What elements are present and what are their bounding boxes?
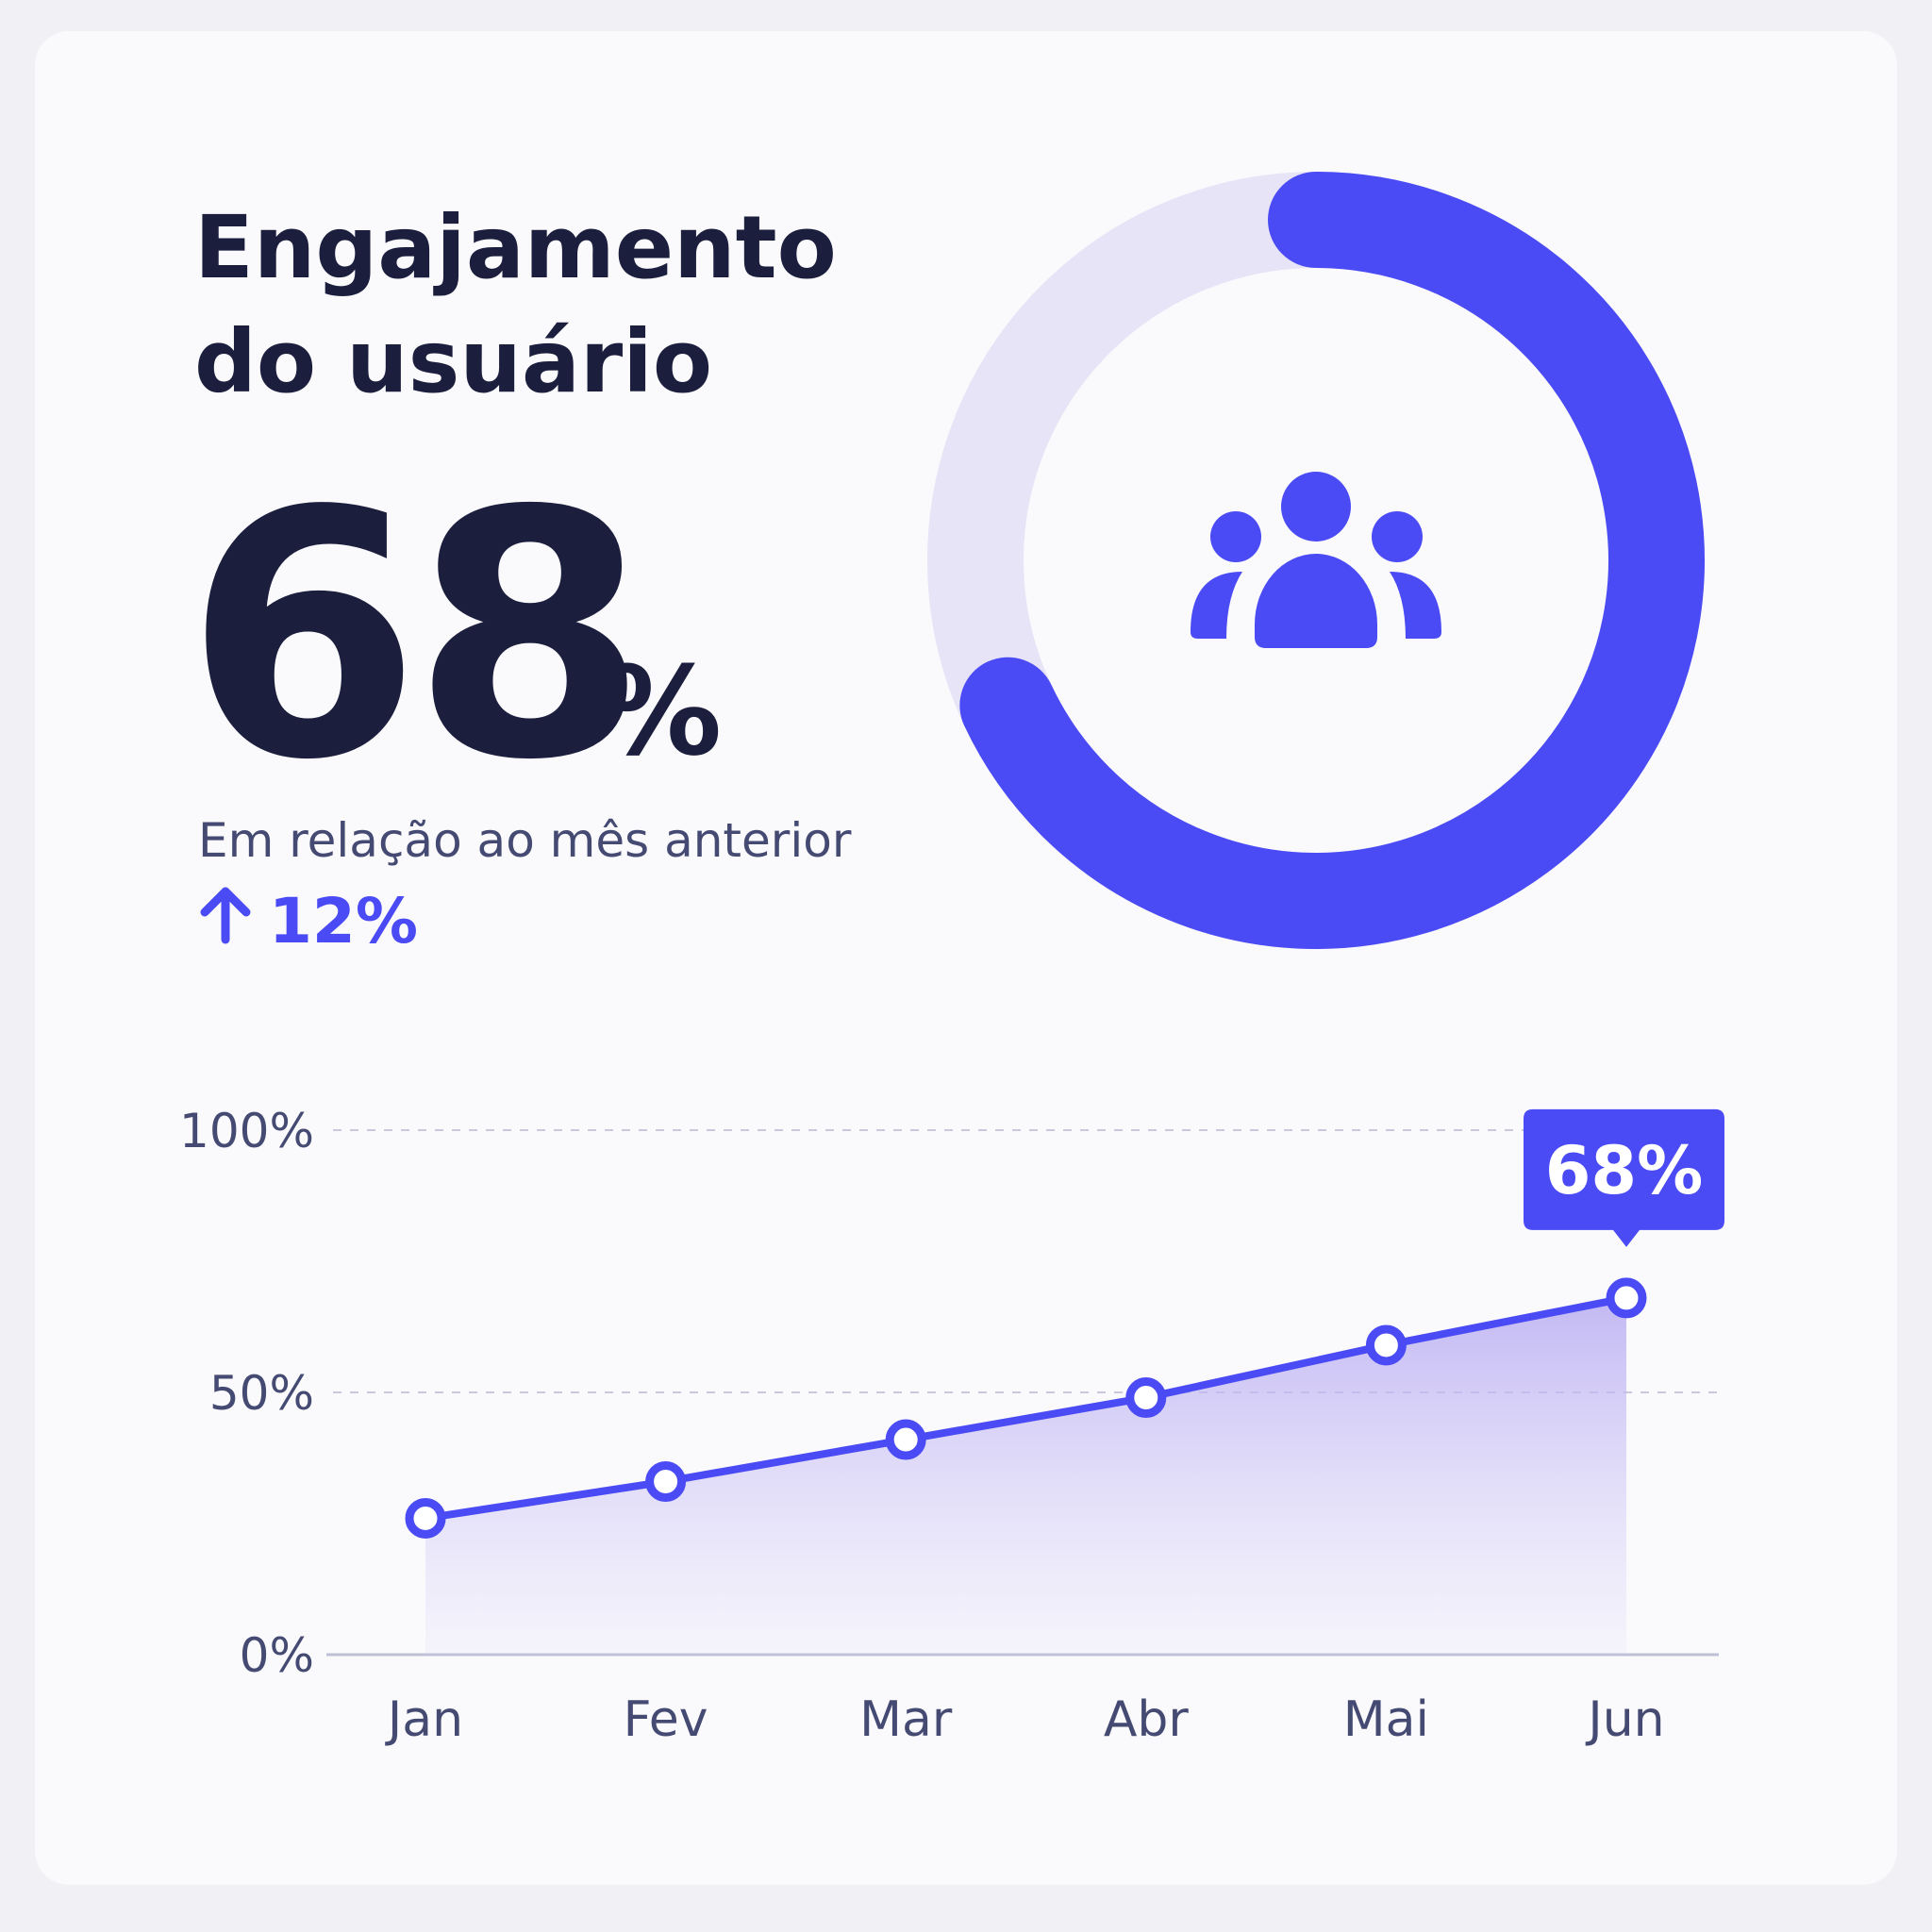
comparison-label: Em relação ao mês anterior bbox=[198, 813, 852, 868]
kpi-value: 68 bbox=[185, 439, 639, 834]
users-icon bbox=[1191, 472, 1441, 648]
up-arrow bbox=[200, 887, 251, 944]
data-point bbox=[405, 1497, 446, 1539]
y-tick-label: 0% bbox=[240, 1628, 314, 1683]
x-tick-label: Abr bbox=[1104, 1691, 1190, 1748]
kpi-unit: % bbox=[599, 640, 722, 783]
x-tick-label: Jun bbox=[1585, 1691, 1664, 1748]
data-label: 68% bbox=[1545, 1132, 1704, 1209]
title-line: do usuário bbox=[194, 311, 712, 412]
data-point bbox=[645, 1461, 687, 1503]
tooltip bbox=[1524, 1108, 1724, 1247]
line-chart: 0% 50% 100% 68% Jan Fev Mar Abr Mai Jun bbox=[179, 1104, 1724, 1748]
donut-arc bbox=[959, 172, 1705, 949]
x-tick-label: Jan bbox=[385, 1691, 463, 1748]
change-value: 12% bbox=[269, 885, 418, 958]
line bbox=[425, 1293, 1627, 1523]
data-point bbox=[1365, 1324, 1407, 1366]
y-tick-label: 50% bbox=[209, 1366, 314, 1421]
donut bbox=[959, 172, 1705, 949]
x-tick-label: Fev bbox=[624, 1691, 708, 1748]
area bbox=[425, 1297, 1626, 1655]
data-point bbox=[1606, 1277, 1647, 1319]
title-line: Engajamento bbox=[194, 197, 837, 298]
x-tick-label: Mar bbox=[859, 1691, 953, 1748]
y-tick-label: 100% bbox=[179, 1104, 314, 1158]
data-point bbox=[885, 1419, 926, 1460]
x-tick-label: Mai bbox=[1343, 1691, 1429, 1748]
data-point bbox=[1125, 1377, 1167, 1419]
